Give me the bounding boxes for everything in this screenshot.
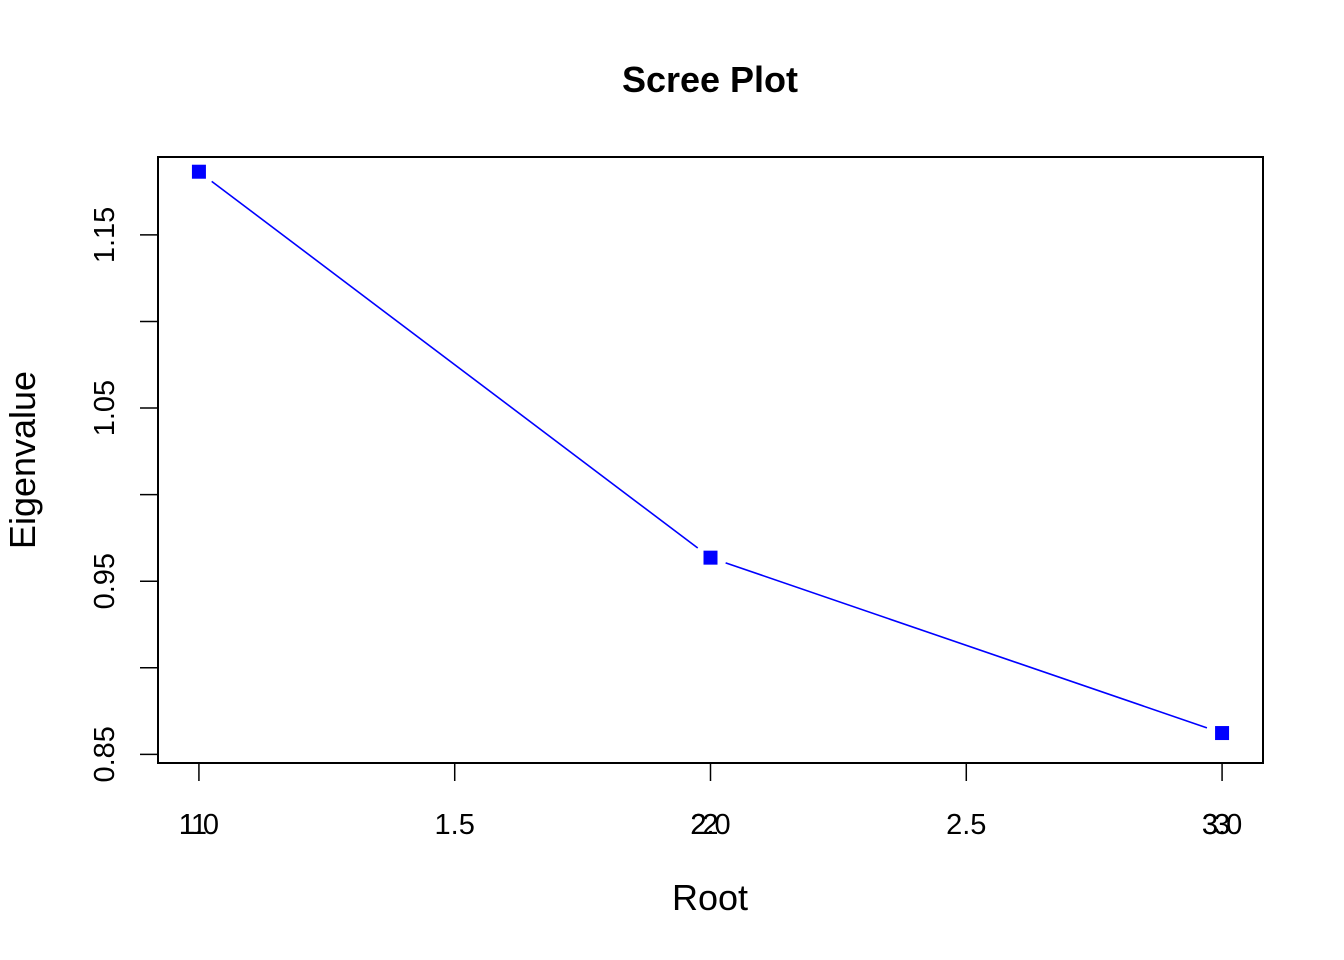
plot-area-border (157, 156, 1264, 764)
y-tick-label: 1.05 (89, 380, 121, 436)
point-label: 2 (690, 809, 706, 841)
chart-title: Scree Plot (622, 59, 798, 100)
point-label: 1 (179, 809, 195, 841)
y-tick-label: 0.95 (89, 553, 121, 609)
y-tick-label: 1.15 (89, 207, 121, 263)
x-tick-label: 3 (1214, 809, 1230, 841)
point-label: 3 (1202, 809, 1218, 841)
x-tick-label: 2.5 (946, 809, 986, 841)
series-layer (191, 164, 1230, 741)
y-axis-label: Eigenvalue (2, 371, 43, 549)
series-line-segment (725, 562, 1208, 729)
y-axis: 0.85 0.95 1.05 1.15 (89, 207, 159, 783)
data-point-marker (191, 164, 206, 179)
x-axis-label: Root (672, 877, 748, 918)
x-tick-label: 2 (702, 809, 718, 841)
y-tick-label: 0.85 (89, 726, 121, 782)
data-point-marker (703, 550, 718, 565)
x-tick-label-overlap: 1.0 (179, 809, 219, 841)
x-axis: 1 1.5 2 2.5 3 1.01 2.02 3.03 (179, 762, 1242, 841)
x-tick-label: 1.5 (435, 809, 475, 841)
data-point-marker (1215, 726, 1230, 741)
x-tick-label: 1 (191, 809, 207, 841)
series-line-segment (211, 180, 699, 549)
x-tick-label-overlap: 2.0 (690, 809, 730, 841)
x-tick-label-overlap: 3.0 (1202, 809, 1242, 841)
